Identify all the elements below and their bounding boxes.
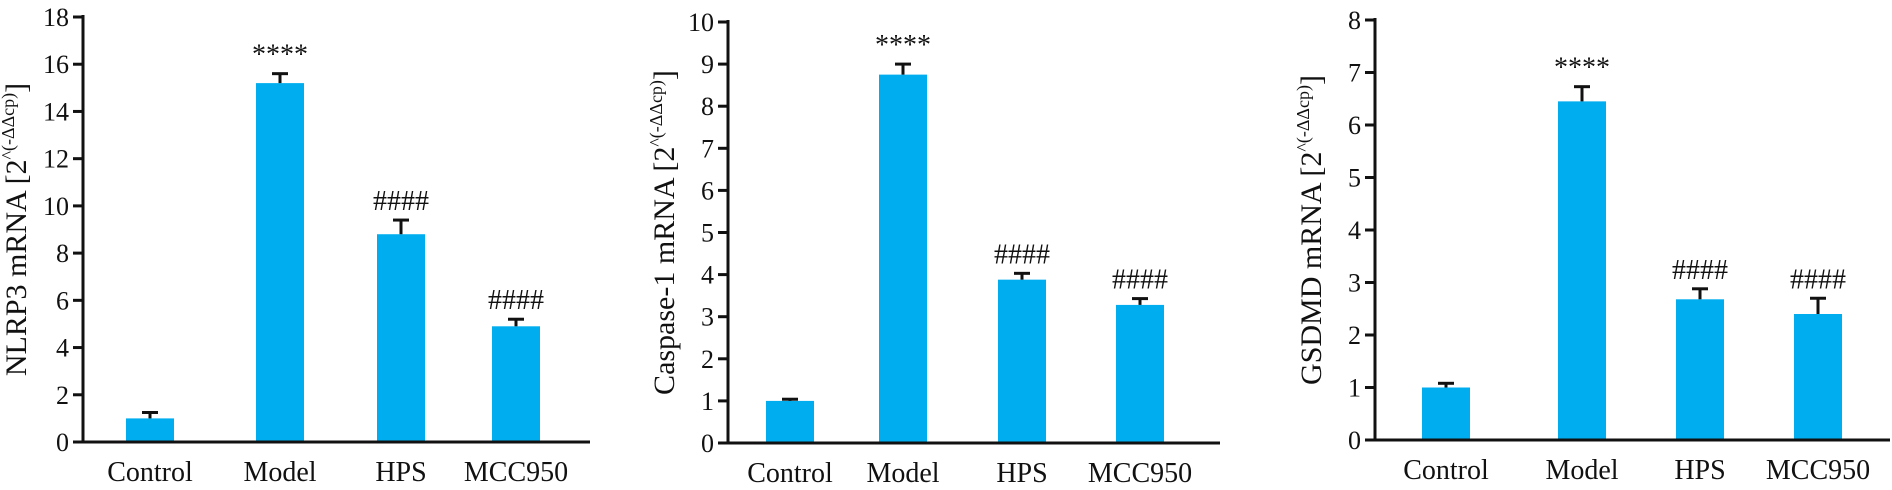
y-tick-label: 8	[56, 239, 69, 268]
bar-control	[766, 400, 814, 443]
y-tick-label: 4	[1348, 216, 1361, 245]
significance-label: ****	[875, 30, 931, 61]
chart-panel-1: Control **** Model #### HPS #### MCC950 0 2 4 6 8 10…	[0, 3, 590, 488]
x-tick-label: HPS	[375, 457, 426, 488]
y-tick-label: 5	[701, 219, 714, 248]
y-tick-label: 2	[1348, 321, 1361, 350]
y-tick-label: 0	[701, 429, 714, 458]
y-tick-label: 1	[701, 387, 714, 416]
significance-label: ****	[252, 40, 308, 71]
y-tick-label: 0	[1348, 426, 1361, 455]
bar-mcc950	[1794, 314, 1842, 440]
x-tick-label: Control	[747, 458, 833, 489]
x-tick-label: MCC950	[464, 457, 568, 488]
significance-label: ####	[994, 239, 1050, 270]
y-tick-label: 9	[701, 50, 714, 79]
x-tick-label: Control	[1403, 455, 1489, 486]
bar-hps	[1676, 299, 1724, 440]
x-tick-label: Control	[107, 457, 193, 488]
y-axis-label-end: ]	[0, 83, 33, 93]
bar-mcc950	[492, 326, 540, 442]
y-axis-label-end: ]	[1295, 75, 1328, 85]
y-axis-label-superscript: ^(-ΔΔcp)	[0, 93, 19, 160]
y-tick-label: 14	[43, 97, 69, 126]
y-tick-label: 10	[688, 8, 714, 37]
y-axis-label: Caspase-1 mRNA [2^(-ΔΔcp)]	[646, 70, 681, 395]
chart-panel-2: Control **** Model #### HPS #### MCC950 0 1 2 3 4 5 6…	[646, 8, 1220, 489]
bar-control	[126, 418, 174, 442]
y-axis-label-end: ]	[648, 70, 681, 80]
bar-hps	[998, 279, 1046, 443]
y-tick-label: 12	[43, 145, 69, 174]
y-tick-label: 16	[43, 50, 69, 79]
y-axis-label-main: NLRP3 mRNA [2	[0, 159, 33, 376]
y-tick-label: 4	[56, 334, 69, 363]
y-tick-label: 18	[43, 3, 69, 32]
x-tick-label: HPS	[1674, 455, 1725, 486]
y-tick-label: 3	[1348, 269, 1361, 298]
significance-label: ####	[488, 285, 544, 316]
y-tick-label: 6	[1348, 111, 1361, 140]
y-tick-label: 8	[701, 92, 714, 121]
bar-control	[1422, 387, 1470, 440]
chart-panel-3: Control **** Model #### HPS #### MCC950 0 1 2 3 4 5 6…	[1293, 6, 1890, 486]
bar-hps	[377, 234, 425, 442]
y-tick-label: 8	[1348, 6, 1361, 35]
x-tick-label: MCC950	[1088, 458, 1192, 489]
x-tick-label: HPS	[996, 458, 1047, 489]
y-axis-label-main: Caspase-1 mRNA [2	[648, 147, 681, 395]
x-tick-label: MCC950	[1766, 455, 1870, 486]
y-axis-label-main: GSDMD mRNA [2	[1295, 152, 1328, 385]
y-tick-label: 7	[1348, 59, 1361, 88]
y-axis-label: GSDMD mRNA [2^(-ΔΔcp)]	[1293, 75, 1328, 385]
y-tick-label: 10	[43, 192, 69, 221]
y-tick-label: 1	[1348, 374, 1361, 403]
y-axis-label: NLRP3 mRNA [2^(-ΔΔcp)]	[0, 83, 33, 376]
bar-model	[256, 83, 304, 442]
x-tick-label: Model	[1545, 455, 1618, 486]
y-tick-label: 2	[701, 345, 714, 374]
x-tick-label: Model	[866, 458, 939, 489]
y-tick-label: 5	[1348, 164, 1361, 193]
bar-mcc950	[1116, 304, 1164, 443]
significance-label: ####	[1790, 264, 1846, 295]
bar-model	[1558, 101, 1606, 440]
y-tick-label: 2	[56, 381, 69, 410]
significance-label: ####	[1672, 255, 1728, 286]
significance-label: ####	[373, 186, 429, 217]
significance-label: ****	[1554, 53, 1610, 84]
y-axis-label-superscript: ^(-ΔΔcp)	[1293, 85, 1314, 152]
y-tick-label: 0	[56, 428, 69, 457]
y-tick-label: 6	[701, 176, 714, 205]
y-tick-label: 3	[701, 303, 714, 332]
x-tick-label: Model	[243, 457, 316, 488]
y-tick-label: 6	[56, 286, 69, 315]
bar-model	[879, 74, 927, 443]
y-tick-label: 4	[701, 261, 714, 290]
y-axis-label-superscript: ^(-ΔΔcp)	[646, 80, 667, 147]
significance-label: ####	[1112, 265, 1168, 296]
y-tick-label: 7	[701, 134, 714, 163]
